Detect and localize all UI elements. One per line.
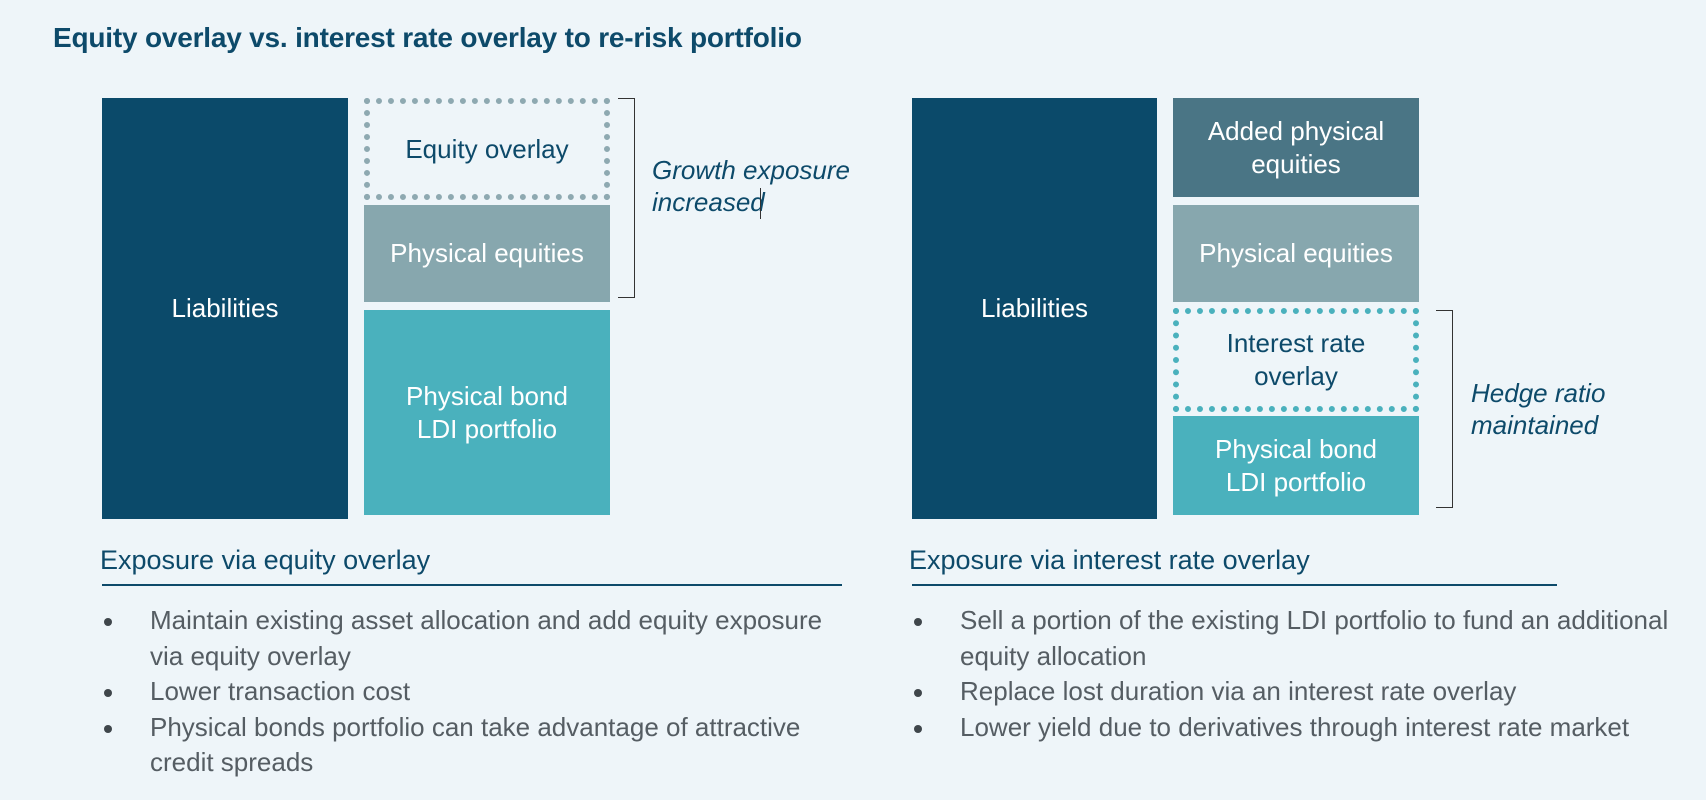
equity-overlay-label: Equity overlay: [405, 133, 569, 164]
left-physical-equities-block: Physical equities: [364, 205, 610, 302]
equity-overlay-block: Equity overlay: [364, 98, 610, 200]
left-bullet-item: Lower transaction cost: [96, 674, 856, 710]
right-divider: [912, 584, 1557, 586]
left-physical-equities-label: Physical equities: [390, 238, 584, 268]
interest-rate-overlay-label: Interest rate overlay: [1226, 328, 1366, 391]
left-growth-bracket: [618, 98, 635, 298]
right-liabilities-label: Liabilities: [981, 293, 1088, 323]
hedge-ratio-note: Hedge ratio maintained: [1471, 377, 1605, 441]
left-bullet-item: Physical bonds portfolio can take advant…: [96, 710, 856, 781]
right-physical-equities-label: Physical equities: [1199, 238, 1393, 268]
right-liabilities-block: Liabilities: [912, 98, 1157, 519]
growth-note-line-1: Growth exposure: [652, 155, 850, 185]
growth-note-line-2: increased: [652, 187, 765, 217]
left-bullet-item: Maintain existing asset allocation and a…: [96, 603, 856, 674]
left-bullet-list: Maintain existing asset allocation and a…: [96, 603, 856, 781]
text-cursor: [760, 188, 761, 219]
right-bullet-item: Lower yield due to derivatives through i…: [906, 710, 1696, 746]
left-liabilities-label: Liabilities: [171, 293, 279, 323]
added-physical-equities-block: Added physical equities: [1173, 98, 1419, 197]
right-bullet-item: Sell a portion of the existing LDI portf…: [906, 603, 1696, 674]
right-physical-equities-block: Physical equities: [1173, 205, 1419, 302]
added-physical-equities-label: Added physical equities: [1207, 115, 1385, 179]
left-divider: [102, 584, 842, 586]
left-ldi-label: Physical bond LDI portfolio: [406, 380, 568, 444]
growth-exposure-note: Growth exposure increased: [652, 154, 850, 218]
right-hedge-bracket: [1436, 310, 1453, 508]
left-ldi-block: Physical bond LDI portfolio: [364, 310, 610, 515]
hedge-note-line-1: Hedge ratio: [1471, 378, 1606, 408]
right-bullet-item: Replace lost duration via an interest ra…: [906, 674, 1696, 710]
interest-rate-overlay-block: Interest rate overlay: [1173, 308, 1419, 412]
right-ldi-block: Physical bond LDI portfolio: [1173, 416, 1419, 515]
left-section-heading: Exposure via equity overlay: [100, 545, 431, 575]
right-ldi-label: Physical bond LDI portfolio: [1215, 433, 1377, 497]
hedge-note-line-2: maintained: [1471, 410, 1599, 440]
right-section-heading: Exposure via interest rate overlay: [909, 545, 1310, 575]
right-bullet-list: Sell a portion of the existing LDI portf…: [906, 603, 1696, 745]
page-title: Equity overlay vs. interest rate overlay…: [53, 22, 802, 53]
left-liabilities-block: Liabilities: [102, 98, 348, 519]
